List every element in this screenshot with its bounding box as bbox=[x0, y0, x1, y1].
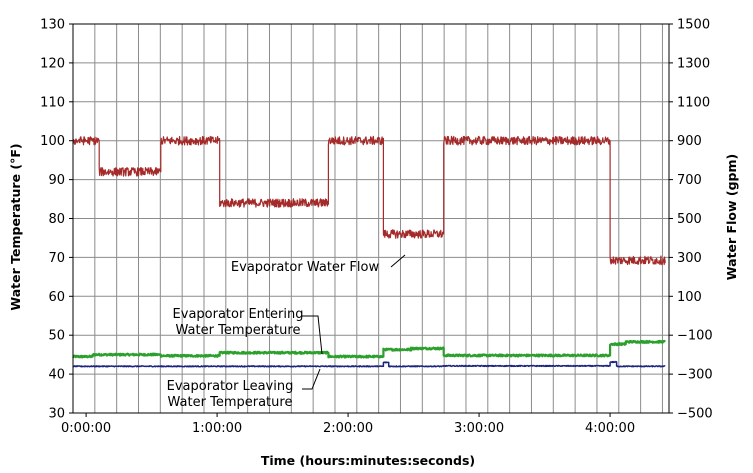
y-right-tick-label: 100 bbox=[677, 290, 702, 305]
y-right-tick-label: −500 bbox=[677, 407, 713, 422]
y-left-tick-label: 90 bbox=[48, 173, 65, 188]
y-left-tick-label: 30 bbox=[48, 407, 65, 422]
annotation-text: Evaporator Leaving bbox=[167, 379, 294, 394]
annotation-text: Evaporator Entering bbox=[173, 307, 304, 322]
y-left-tick-label: 120 bbox=[40, 56, 65, 71]
x-tick-label: 3:00:00 bbox=[454, 421, 504, 436]
y-left-tick-label: 50 bbox=[48, 329, 65, 344]
annotation-text: Evaporator Water Flow bbox=[231, 260, 380, 275]
ticks-layer: 30 40 50 60 70 80 90 100 110 120 130 −500 −300 −100 10… bbox=[40, 18, 713, 437]
annotation-leader-line bbox=[390, 254, 406, 268]
x-tick-label: 2:00:00 bbox=[323, 421, 373, 436]
y-right-tick-label: 500 bbox=[677, 212, 702, 227]
x-tick-label: 4:00:00 bbox=[585, 421, 635, 436]
y-right-tick-label: −300 bbox=[677, 368, 713, 383]
y-left-tick-label: 130 bbox=[40, 18, 65, 33]
series-layer bbox=[72, 135, 667, 368]
y-left-tick-label: 60 bbox=[48, 290, 65, 305]
annotations-layer: Evaporator Water Flow Evaporator Entering… bbox=[167, 254, 406, 410]
annotation-text: Water Temperature bbox=[168, 395, 293, 410]
annotation-leader-line bbox=[301, 315, 323, 355]
y-right-tick-label: 1500 bbox=[677, 18, 710, 33]
y-axis-right-title: Water Flow (gpm) bbox=[724, 154, 739, 280]
series-line-evaporator-water-flow bbox=[72, 135, 666, 266]
y-right-tick-label: 900 bbox=[677, 134, 702, 149]
y-right-tick-label: −100 bbox=[677, 329, 713, 344]
series-line-evaporator-leaving-water-temperature bbox=[72, 360, 666, 368]
annotation-leader-line bbox=[302, 368, 321, 390]
x-axis-title: Time (hours:minutes:seconds) bbox=[261, 453, 475, 468]
y-left-tick-label: 70 bbox=[48, 251, 65, 266]
y-right-tick-label: 700 bbox=[677, 173, 702, 188]
y-left-tick-label: 40 bbox=[48, 368, 65, 383]
y-left-tick-label: 80 bbox=[48, 212, 65, 227]
series-line-evaporator-entering-water-temperature bbox=[72, 339, 667, 359]
annotation-text: Water Temperature bbox=[176, 323, 301, 338]
y-left-tick-label: 100 bbox=[40, 134, 65, 149]
y-axis-left-title: Water Temperature (°F) bbox=[8, 143, 23, 310]
annotation-evaporator-water-flow: Evaporator Water Flow bbox=[231, 254, 406, 275]
x-tick-label: 0:00:00 bbox=[61, 421, 111, 436]
y-right-tick-label: 1100 bbox=[677, 95, 710, 110]
y-left-tick-label: 110 bbox=[40, 95, 65, 110]
x-tick-label: 1:00:00 bbox=[192, 421, 242, 436]
y-right-tick-label: 1300 bbox=[677, 56, 710, 71]
y-right-tick-label: 300 bbox=[677, 251, 702, 266]
